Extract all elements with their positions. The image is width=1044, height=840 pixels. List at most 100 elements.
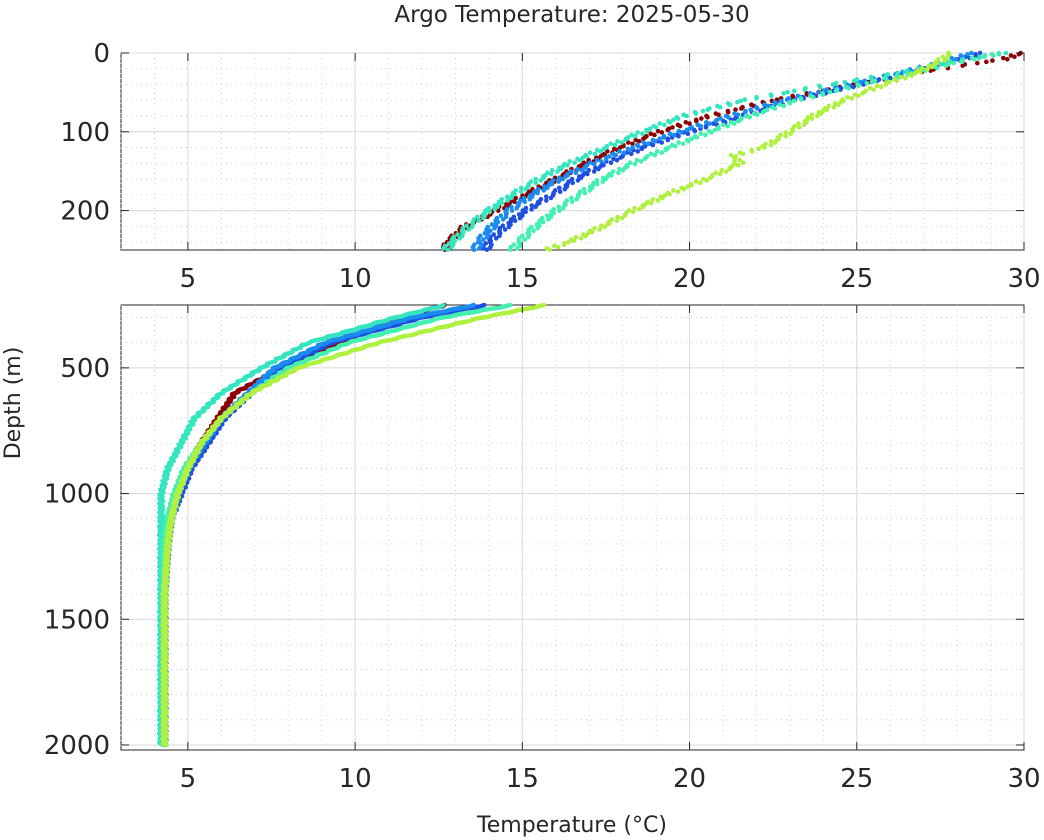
data-point: [469, 224, 475, 230]
data-point: [586, 167, 592, 173]
data-point: [728, 152, 734, 158]
data-point: [878, 84, 884, 90]
data-point: [981, 54, 987, 60]
upper-panel-series: [440, 50, 1023, 252]
data-point: [609, 172, 614, 178]
data-point: [500, 217, 506, 222]
data-point: [445, 247, 451, 252]
data-point: [507, 247, 513, 252]
data-point: [672, 143, 678, 149]
lower-panel-axes: 5 10 15 20 25 30 500 1000 1500 2000: [44, 305, 1041, 794]
x-tick-label: 5: [180, 264, 197, 294]
data-point: [488, 244, 493, 250]
data-point: [665, 137, 671, 143]
data-point: [630, 141, 635, 147]
data-point: [569, 176, 575, 182]
data-point: [648, 151, 654, 157]
data-point: [787, 101, 793, 106]
data-point: [783, 133, 789, 139]
data-point: [637, 207, 642, 212]
data-point: [543, 194, 549, 200]
data-point: [597, 227, 602, 232]
data-point: [846, 86, 851, 91]
data-point: [698, 123, 704, 129]
data-point: [713, 170, 719, 176]
data-point: [969, 50, 974, 56]
data-point: [852, 92, 858, 97]
data-point: [493, 236, 499, 241]
y-tick-label: 100: [60, 118, 110, 148]
data-point: [619, 140, 624, 145]
data-point: [943, 63, 949, 68]
x-tick-label: 25: [840, 764, 873, 794]
data-point: [836, 102, 841, 107]
data-point: [587, 150, 593, 155]
data-point: [953, 57, 958, 62]
data-point: [919, 65, 925, 71]
data-point: [820, 92, 825, 97]
data-point: [716, 112, 721, 118]
x-tick-label: 20: [673, 764, 706, 794]
data-point: [667, 191, 672, 197]
data-point: [608, 141, 614, 147]
data-point: [632, 205, 637, 211]
data-point: [684, 113, 689, 119]
data-point: [773, 101, 779, 106]
data-point: [546, 217, 551, 222]
data-point: [616, 149, 622, 154]
data-point: [676, 133, 681, 139]
series-profile-seafoam-dots: [507, 50, 1002, 252]
data-point: [635, 149, 641, 154]
data-point: [446, 241, 452, 246]
data-point: [547, 247, 552, 252]
data-point: [845, 94, 850, 100]
data-point: [665, 127, 670, 133]
data-point: [555, 244, 561, 250]
data-point: [1008, 53, 1014, 58]
data-point: [618, 155, 623, 160]
data-point: [575, 178, 581, 183]
data-point: [648, 200, 654, 206]
data-point: [588, 160, 593, 165]
data-point: [614, 218, 620, 223]
data-point: [1000, 55, 1006, 61]
data-point: [894, 78, 900, 84]
data-point: [560, 176, 566, 182]
data-point: [761, 102, 767, 107]
data-point: [864, 80, 870, 86]
data-point: [883, 82, 889, 87]
data-point: [769, 93, 774, 99]
data-point: [570, 180, 576, 186]
data-point: [827, 89, 833, 95]
data-point: [831, 104, 837, 110]
data-point: [527, 196, 533, 202]
data-point: [735, 99, 740, 105]
data-point: [667, 120, 673, 125]
data-point: [505, 198, 510, 203]
data-point: [630, 209, 636, 215]
data-point: [826, 103, 831, 109]
data-point: [562, 186, 568, 192]
data-point: [511, 242, 517, 247]
data-point: [869, 79, 875, 85]
data-point: [641, 140, 647, 145]
data-point: [655, 198, 661, 203]
data-point: [512, 218, 518, 223]
data-point: [676, 140, 681, 145]
data-point: [818, 111, 824, 116]
data-point: [929, 64, 935, 70]
data-point: [1012, 54, 1017, 60]
data-point: [703, 132, 708, 138]
data-point: [556, 179, 561, 184]
data-point: [735, 112, 741, 118]
data-point: [642, 156, 647, 162]
data-point: [755, 106, 760, 111]
data-point: [720, 122, 726, 128]
data-point: [574, 196, 579, 202]
data-point: [632, 161, 638, 167]
data-point: [652, 138, 658, 144]
data-point: [814, 113, 820, 119]
data-point: [736, 162, 741, 168]
data-point: [756, 146, 761, 152]
data-point: [940, 54, 946, 60]
